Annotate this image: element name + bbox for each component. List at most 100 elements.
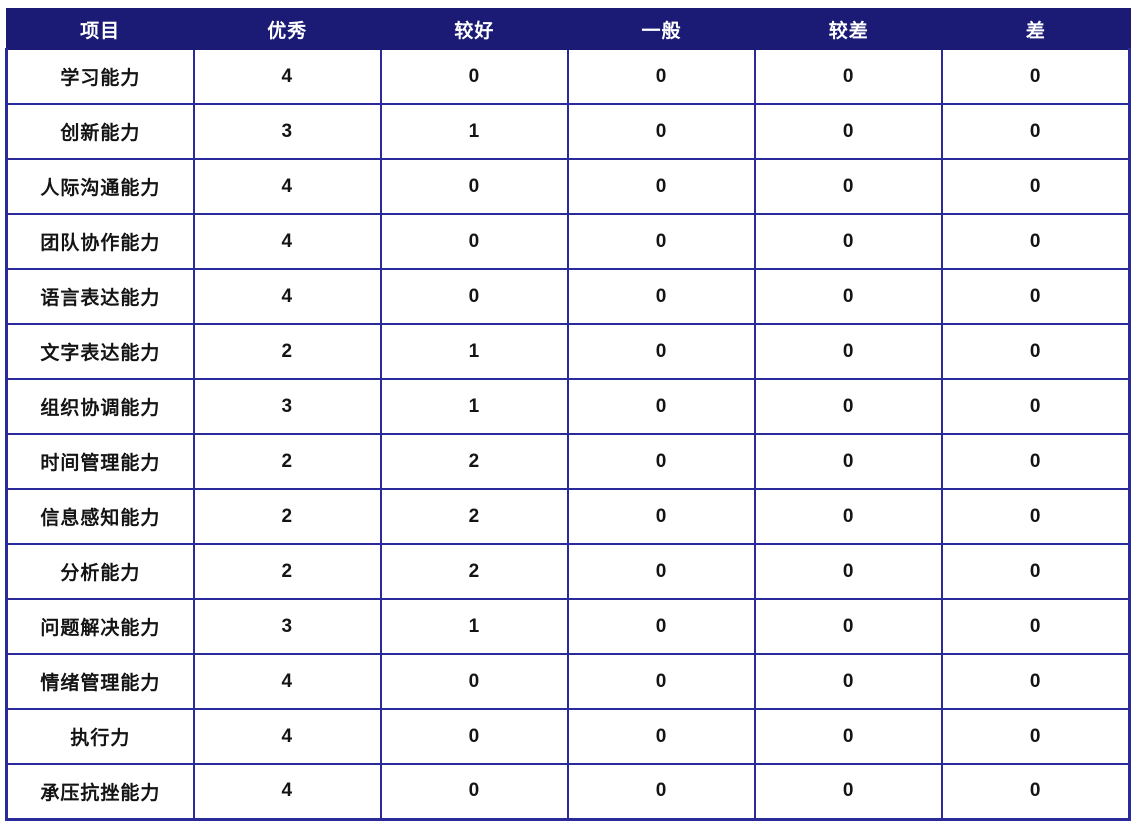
cell-value: 4 <box>192 708 382 765</box>
row-label: 分析能力 <box>4 543 195 600</box>
cell-value: 1 <box>379 598 569 655</box>
cell-value: 4 <box>192 763 382 821</box>
table-row: 执行力 4 0 0 0 0 <box>4 708 1132 765</box>
table-row: 团队协作能力 4 0 0 0 0 <box>4 213 1132 270</box>
table-body: 学习能力 4 0 0 0 0 创新能力 3 1 0 0 0 人际沟通能力 4 0 0 0 0 团队协作能力 4 0 0 0 0… <box>4 48 1132 821</box>
ability-rating-table: 项目 优秀 较好 一般 较差差 学习能力 4 0 0 0 0 创新能力 3 1 0 0 0 人际沟通能力 4 0 0 0… <box>4 8 1132 821</box>
cell-value: 4 <box>192 48 382 105</box>
cell-value: 0 <box>941 763 1132 821</box>
cell-value: 0 <box>941 653 1132 710</box>
cell-value: 0 <box>566 48 757 105</box>
row-label: 情绪管理能力 <box>4 653 195 710</box>
cell-value: 4 <box>192 213 382 270</box>
cell-value: 0 <box>566 378 757 435</box>
cell-value: 0 <box>566 158 757 215</box>
row-label: 信息感知能力 <box>4 488 195 545</box>
cell-value: 0 <box>379 213 569 270</box>
cell-value: 0 <box>379 268 569 325</box>
cell-value: 0 <box>566 543 757 600</box>
table-row: 语言表达能力 4 0 0 0 0 <box>4 268 1132 325</box>
cell-value: 0 <box>566 268 757 325</box>
row-label: 语言表达能力 <box>4 268 195 325</box>
cell-value: 0 <box>941 543 1132 600</box>
cell-value: 0 <box>754 213 944 270</box>
column-header-4: 较差 <box>754 8 944 50</box>
table-row: 分析能力 2 2 0 0 0 <box>4 543 1132 600</box>
table-row: 组织协调能力 3 1 0 0 0 <box>4 378 1132 435</box>
row-label: 问题解决能力 <box>4 598 195 655</box>
table-row: 信息感知能力 2 2 0 0 0 <box>4 488 1132 545</box>
row-label: 承压抗挫能力 <box>4 763 195 821</box>
cell-value: 0 <box>566 488 757 545</box>
cell-value: 0 <box>754 323 944 380</box>
table-row: 学习能力 4 0 0 0 0 <box>4 48 1132 105</box>
table-row: 问题解决能力 3 1 0 0 0 <box>4 598 1132 655</box>
table-row: 人际沟通能力 4 0 0 0 0 <box>4 158 1132 215</box>
cell-value: 1 <box>379 378 569 435</box>
column-header-3: 一般 <box>566 8 757 50</box>
table-row: 情绪管理能力 4 0 0 0 0 <box>4 653 1132 710</box>
cell-value: 0 <box>754 488 944 545</box>
cell-value: 3 <box>192 598 382 655</box>
cell-value: 0 <box>754 48 944 105</box>
cell-value: 2 <box>192 323 382 380</box>
table-row: 创新能力 3 1 0 0 0 <box>4 103 1132 160</box>
column-header-5: 差 <box>941 8 1131 50</box>
cell-value: 0 <box>566 763 757 821</box>
cell-value: 1 <box>379 103 569 160</box>
cell-value: 0 <box>566 708 757 765</box>
cell-value: 0 <box>941 323 1132 380</box>
cell-value: 3 <box>192 378 382 435</box>
cell-value: 0 <box>566 433 757 490</box>
cell-value: 0 <box>941 708 1132 765</box>
cell-value: 0 <box>941 433 1132 490</box>
cell-value: 0 <box>379 653 569 710</box>
row-label: 组织协调能力 <box>4 378 195 435</box>
cell-value: 4 <box>192 268 382 325</box>
cell-value: 1 <box>379 323 569 380</box>
cell-value: 2 <box>379 488 569 545</box>
cell-value: 0 <box>754 158 944 215</box>
header-row: 项目 优秀 较好 一般 较差差 <box>5 8 1131 50</box>
cell-value: 0 <box>379 763 569 821</box>
cell-value: 0 <box>566 653 757 710</box>
cell-value: 3 <box>192 103 382 160</box>
row-label: 文字表达能力 <box>4 323 195 380</box>
row-label: 人际沟通能力 <box>4 158 195 215</box>
cell-value: 0 <box>754 433 944 490</box>
cell-value: 0 <box>754 103 944 160</box>
cell-value: 0 <box>754 653 944 710</box>
cell-value: 0 <box>941 103 1132 160</box>
cell-value: 0 <box>941 213 1132 270</box>
cell-value: 2 <box>192 433 382 490</box>
cell-value: 0 <box>941 378 1132 435</box>
cell-value: 0 <box>379 158 569 215</box>
cell-value: 0 <box>379 708 569 765</box>
table-row: 承压抗挫能力 4 0 0 0 0 <box>4 763 1132 821</box>
cell-value: 0 <box>754 763 944 821</box>
cell-value: 0 <box>941 48 1132 105</box>
cell-value: 2 <box>379 543 569 600</box>
cell-value: 0 <box>941 598 1132 655</box>
table-row: 时间管理能力 2 2 0 0 0 <box>4 433 1132 490</box>
cell-value: 0 <box>941 488 1132 545</box>
cell-value: 2 <box>379 433 569 490</box>
cell-value: 0 <box>941 158 1132 215</box>
cell-value: 2 <box>192 488 382 545</box>
cell-value: 0 <box>566 323 757 380</box>
cell-value: 0 <box>566 213 757 270</box>
cell-value: 0 <box>754 708 944 765</box>
cell-value: 2 <box>192 543 382 600</box>
row-label: 执行力 <box>4 708 195 765</box>
cell-value: 0 <box>754 378 944 435</box>
cell-value: 0 <box>754 598 944 655</box>
cell-value: 0 <box>379 48 569 105</box>
column-header-1: 优秀 <box>192 8 382 50</box>
cell-value: 0 <box>754 268 944 325</box>
cell-value: 0 <box>566 103 757 160</box>
cell-value: 0 <box>566 598 757 655</box>
row-label: 时间管理能力 <box>4 433 195 490</box>
column-header-2: 较好 <box>379 8 569 50</box>
cell-value: 4 <box>192 653 382 710</box>
